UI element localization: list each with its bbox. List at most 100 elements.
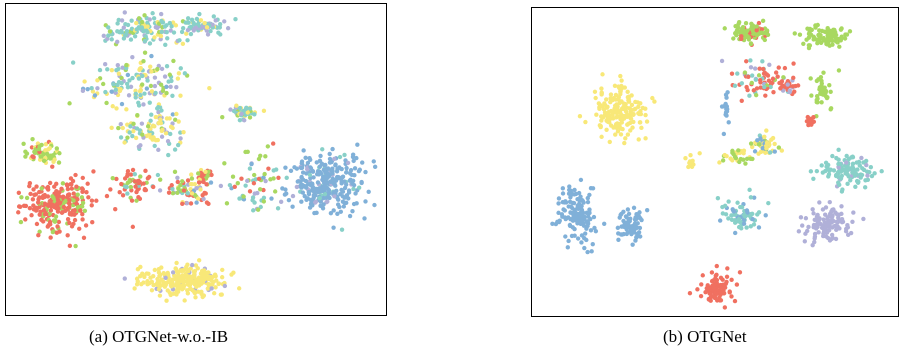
- scatter-point: [228, 107, 233, 112]
- scatter-point: [214, 278, 219, 283]
- scatter-point: [350, 152, 356, 157]
- scatter-point: [748, 65, 754, 70]
- scatter-point: [199, 174, 205, 179]
- scatter-point: [132, 34, 138, 39]
- scatter-point: [632, 217, 638, 222]
- scatter-point: [202, 20, 207, 26]
- scatter-point: [806, 122, 811, 128]
- scatter-point: [828, 107, 833, 112]
- scatter-point: [617, 100, 622, 106]
- scatter-point: [726, 120, 731, 125]
- scatter-point: [735, 71, 740, 76]
- scatter-point: [336, 197, 341, 202]
- scatter-point: [252, 191, 257, 196]
- scatter-point: [37, 189, 42, 195]
- scatter-point: [762, 84, 767, 90]
- scatter-point: [245, 110, 250, 115]
- scatter-point: [55, 197, 61, 203]
- scatter-point: [626, 121, 631, 126]
- scatter-point: [759, 27, 765, 32]
- scatter-point: [556, 201, 561, 206]
- scatter-point: [116, 17, 121, 23]
- scatter-point: [152, 35, 157, 40]
- scatter-point: [623, 136, 628, 141]
- scatter-point: [305, 160, 311, 166]
- scatter-point: [138, 174, 143, 179]
- scatter-point: [258, 153, 263, 159]
- scatter-point: [560, 186, 566, 191]
- scatter-point: [322, 184, 327, 189]
- scatter-point: [239, 111, 244, 117]
- scatter-point: [619, 117, 625, 122]
- scatter-point: [748, 41, 754, 47]
- scatter-point: [261, 199, 267, 204]
- scatter-point: [35, 200, 41, 205]
- scatter-point: [82, 208, 88, 213]
- scatter-point: [121, 25, 126, 30]
- scatter-point: [589, 249, 594, 254]
- scatter-point: [159, 29, 164, 35]
- scatter-point: [165, 288, 170, 293]
- scatter-point: [339, 187, 344, 193]
- scatter-point: [853, 171, 858, 176]
- scatter-point: [157, 188, 163, 193]
- scatter-point: [322, 191, 328, 197]
- scatter-point: [733, 31, 738, 36]
- scatter-point: [336, 175, 341, 180]
- scatter-point: [812, 236, 817, 241]
- scatter-point: [722, 203, 728, 209]
- scatter-point: [130, 54, 135, 60]
- scatter-point: [178, 278, 184, 284]
- scatter-point: [854, 160, 859, 165]
- scatter-point: [176, 186, 181, 191]
- scatter-point: [306, 189, 311, 195]
- scatter-point: [119, 75, 124, 81]
- scatter-point: [833, 172, 839, 178]
- scatter-point: [67, 220, 72, 226]
- scatter-point: [145, 124, 151, 129]
- scatter-point: [593, 228, 599, 234]
- scatter-point: [125, 85, 131, 90]
- scatter-point: [205, 173, 210, 178]
- scatter-point: [166, 279, 172, 285]
- scatter-point: [838, 169, 844, 174]
- scatter-point: [124, 28, 130, 34]
- scatter-point: [222, 283, 228, 289]
- scatter-point: [166, 79, 171, 84]
- scatter-point: [45, 151, 50, 157]
- scatter-point: [47, 180, 53, 186]
- scatter-point: [193, 25, 199, 30]
- scatter-point: [149, 112, 154, 117]
- scatter-point: [103, 89, 108, 95]
- scatter-point: [836, 68, 842, 73]
- scatter-point: [155, 280, 160, 285]
- scatter-point: [185, 16, 191, 21]
- scatter-point: [129, 188, 134, 193]
- scatter-point: [770, 80, 775, 85]
- scatter-point: [69, 186, 75, 191]
- scatter-point: [28, 191, 33, 197]
- scatter-point: [180, 275, 186, 280]
- scatter-point: [823, 205, 829, 210]
- scatter-point: [131, 121, 136, 127]
- scatter-point: [850, 164, 855, 169]
- scatter-point: [717, 160, 722, 165]
- scatter-point: [843, 229, 849, 234]
- scatter-point: [290, 193, 296, 199]
- scatter-point: [263, 178, 268, 184]
- scatter-point: [53, 214, 59, 219]
- scatter-point: [82, 79, 87, 84]
- scatter-point: [335, 211, 340, 217]
- scatter-point: [175, 190, 180, 195]
- scatter-point: [299, 159, 305, 164]
- scatter-point: [349, 172, 354, 177]
- scatter-point: [200, 192, 205, 198]
- scatter-point: [16, 210, 21, 215]
- scatter-point: [811, 35, 817, 40]
- scatter-point: [630, 125, 635, 130]
- scatter-point: [639, 125, 644, 131]
- scatter-point: [203, 169, 208, 175]
- scatter-point: [130, 75, 135, 81]
- scatter-point: [618, 132, 624, 137]
- scatter-point: [712, 295, 718, 301]
